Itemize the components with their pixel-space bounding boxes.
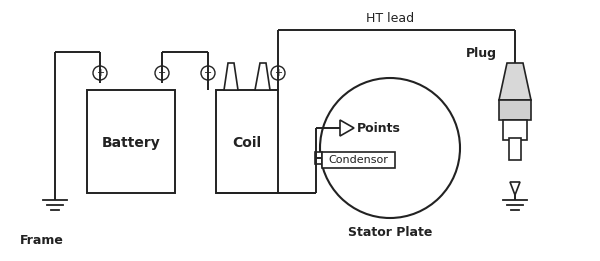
Polygon shape	[340, 120, 354, 136]
Bar	[216, 90, 278, 193]
Bar	[499, 100, 531, 120]
Text: Condensor: Condensor	[328, 155, 388, 165]
Text: +: +	[274, 68, 282, 78]
Bar	[509, 138, 521, 160]
Text: −: −	[158, 68, 166, 78]
Text: Points: Points	[357, 122, 401, 134]
Bar	[503, 120, 527, 140]
Text: Plug: Plug	[466, 46, 497, 60]
Bar	[315, 152, 322, 164]
Polygon shape	[255, 63, 270, 90]
Text: Coil: Coil	[232, 136, 262, 150]
Text: Frame: Frame	[20, 234, 64, 246]
Polygon shape	[510, 182, 520, 195]
Text: Stator Plate: Stator Plate	[348, 227, 432, 240]
Text: Battery: Battery	[101, 136, 160, 150]
Polygon shape	[499, 63, 531, 100]
Text: HT lead: HT lead	[366, 11, 414, 25]
Bar	[87, 90, 175, 193]
Text: +: +	[96, 68, 104, 78]
Text: −: −	[204, 68, 212, 78]
Polygon shape	[224, 63, 238, 90]
Bar	[322, 152, 395, 168]
